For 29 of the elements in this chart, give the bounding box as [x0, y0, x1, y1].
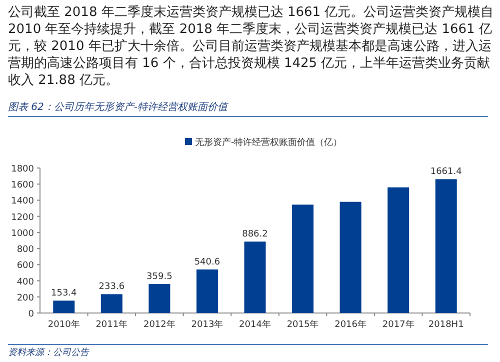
ytick: 1200: [11, 212, 34, 223]
ytick: 0: [28, 310, 34, 320]
ytick: 1000: [11, 228, 34, 239]
xtick: 2017年: [382, 320, 414, 330]
data-label: 153.4: [51, 288, 77, 299]
ytick: 1400: [11, 196, 34, 207]
xtick: 2011年: [96, 320, 128, 330]
data-label: 233.6: [98, 282, 125, 292]
ytick: 200: [16, 293, 34, 304]
xtick: 2018H1: [428, 320, 464, 330]
ytick: 800: [16, 245, 34, 256]
xtick: 2013年: [191, 320, 224, 330]
annotation: 资料来源：公司公告: [8, 344, 488, 359]
xtick: 2015年: [286, 320, 319, 330]
xtick: 2010年: [48, 320, 80, 330]
ytick: 600: [16, 261, 34, 272]
xtick: 2016年: [334, 320, 366, 330]
data-label: 540.6: [194, 257, 220, 268]
ytick: 400: [16, 277, 34, 288]
xtick: 2012年: [144, 320, 176, 330]
annotation: 公司截至 2018 年二季度末运营类资产规模已达 1661 亿元。公司运营类资产规模自 2010 年至今持续提升，截至 2018 年二季度末，公司运营类资产规模已达 1661 亿元，较 2010 年已扩大十余倍。公司目前运营类资产规模基本都是高速公路，进入运营期的高速公路项目有 16 个，合计总投资规模 1425 亿元，上半年运营类业务贡献收入 21.88 亿元。: [8, 4, 494, 89]
ytick: 1800: [11, 164, 34, 174]
data-label: 1661.4: [430, 167, 462, 178]
data-label: 886.2: [242, 230, 268, 240]
xtick: 2014年: [239, 320, 271, 330]
title: 图表 62：公司历年无形资产-特许经营权账面价值: [8, 100, 488, 117]
legend: 无形资产-特许经营权账面价值（亿）: [185, 138, 342, 148]
ytick: 1600: [11, 180, 34, 191]
data-label: 359.5: [146, 272, 172, 282]
